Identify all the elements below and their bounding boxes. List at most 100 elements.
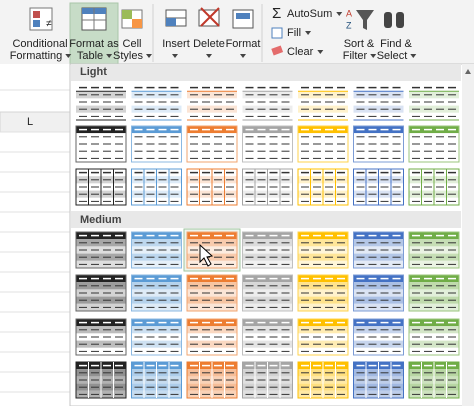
table-style-thumbnail[interactable] (297, 318, 349, 356)
table-style-thumbnail[interactable] (353, 361, 404, 399)
thumb-row (131, 91, 182, 99)
thumb-row (298, 275, 348, 283)
thumb-row (131, 140, 182, 148)
table-style-thumbnail[interactable] (408, 231, 460, 269)
table-style-thumbnail[interactable] (131, 361, 182, 399)
table-style-thumbnail[interactable] (353, 318, 404, 356)
table-style-thumbnail[interactable] (242, 231, 293, 269)
table-style-thumbnail[interactable] (242, 274, 293, 312)
table-style-thumbnail[interactable] (353, 84, 404, 121)
table-style-thumbnail[interactable] (186, 274, 238, 312)
table-style-thumbnail[interactable] (131, 231, 182, 269)
sort-filter-icon: AZ (346, 8, 374, 30)
thumb-row (242, 154, 293, 162)
cursor (199, 243, 214, 267)
thumb-border (408, 274, 460, 312)
table-style-thumbnail[interactable] (297, 274, 349, 312)
table-style-thumbnail[interactable] (408, 361, 460, 399)
thumb-row (76, 98, 126, 106)
cells-button-label[interactable]: Delete (193, 38, 225, 50)
thumb-row (409, 289, 459, 297)
cells-button-label[interactable]: Insert (162, 38, 190, 50)
table-style-thumbnail[interactable] (75, 318, 127, 356)
table-style-thumbnail[interactable] (408, 318, 460, 356)
table-style-thumbnail[interactable] (131, 318, 182, 356)
table-style-thumbnail[interactable] (186, 125, 238, 163)
styles-button-label[interactable]: Cell (123, 38, 142, 50)
table-style-thumbnail[interactable] (408, 125, 460, 163)
table-style-thumbnail[interactable] (297, 231, 349, 269)
thumb-row (353, 282, 404, 290)
table-style-thumbnail[interactable] (242, 125, 293, 163)
table-style-thumbnail[interactable] (183, 228, 241, 272)
cells-button-label[interactable]: Format (226, 38, 261, 50)
thumb-row (242, 140, 293, 148)
table-style-thumbnail[interactable] (353, 125, 404, 163)
table-style-thumbnail[interactable] (131, 125, 182, 163)
thumb-row (242, 333, 293, 341)
find-select-button-label[interactable]: Find & (380, 38, 412, 50)
thumb-row (353, 260, 404, 268)
editing-button-label[interactable]: Fill (287, 27, 301, 39)
thumb-row (187, 98, 237, 106)
thumb-row (76, 91, 126, 99)
thumb-row (187, 296, 237, 304)
table-style-thumbnail[interactable] (131, 84, 182, 121)
thumb-row (76, 126, 126, 134)
scrollbar[interactable] (462, 64, 474, 406)
table-style-thumbnail[interactable] (297, 125, 349, 163)
table-style-thumbnail[interactable] (75, 125, 127, 163)
editing-button-label[interactable]: AutoSum (287, 8, 332, 20)
styles-button-label[interactable]: Styles (113, 50, 143, 62)
styles-button-label[interactable]: Format as (69, 38, 119, 50)
thumb-row (242, 246, 293, 254)
sort-filter-button-label[interactable]: Filter (343, 50, 368, 62)
table-style-thumbnail[interactable] (187, 84, 237, 121)
table-style-thumbnail[interactable] (409, 84, 459, 121)
table-style-thumbnail[interactable] (353, 274, 404, 312)
table-style-thumbnail[interactable] (298, 84, 348, 121)
table-style-thumbnail[interactable] (408, 168, 460, 206)
sort-filter-button-label[interactable]: Sort & (344, 38, 375, 50)
format-as-table-icon (81, 7, 107, 31)
table-style-thumbnail[interactable] (76, 84, 126, 121)
table-style-thumbnail[interactable] (75, 361, 127, 399)
thumb-row (76, 140, 126, 148)
table-style-thumbnail[interactable] (353, 231, 404, 269)
thumb-row (76, 296, 126, 304)
editing-button-label[interactable]: Clear (287, 46, 314, 58)
table-style-thumbnail[interactable] (75, 231, 127, 269)
thumb-row (353, 126, 404, 134)
thumb-row (353, 232, 404, 240)
table-style-thumbnail[interactable] (75, 274, 127, 312)
table-style-thumbnail[interactable] (186, 168, 238, 206)
table-style-thumbnail[interactable] (75, 168, 127, 206)
thumb-row (76, 246, 126, 254)
table-style-thumbnail[interactable] (297, 168, 349, 206)
table-style-thumbnail[interactable] (242, 318, 293, 356)
thumb-row (76, 84, 126, 92)
table-style-thumbnail[interactable] (131, 274, 182, 312)
scroll-up[interactable] (465, 69, 471, 74)
thumb-row (353, 112, 404, 120)
table-style-thumbnail[interactable] (242, 84, 293, 121)
find-select-button-label[interactable]: Select (377, 50, 408, 62)
table-style-thumbnail[interactable] (353, 168, 404, 206)
thumb-row (409, 296, 459, 304)
table-style-thumbnail[interactable] (242, 361, 293, 399)
thumb-row (131, 133, 182, 141)
thumb-row (187, 326, 237, 334)
section-bar (71, 211, 461, 228)
thumb-border (131, 274, 182, 312)
table-style-thumbnail[interactable] (242, 168, 293, 206)
table-style-thumbnail[interactable] (131, 168, 182, 206)
styles-button-label[interactable]: Formatting (10, 50, 63, 62)
thumb-row (242, 347, 293, 355)
table-style-thumbnail[interactable] (186, 361, 238, 399)
styles-button-label[interactable]: Table (77, 50, 103, 62)
thumb-row (298, 147, 348, 155)
table-style-thumbnail[interactable] (297, 361, 349, 399)
styles-button-label[interactable]: Conditional (12, 38, 67, 50)
table-style-thumbnail[interactable] (408, 274, 460, 312)
table-style-thumbnail[interactable] (186, 318, 238, 356)
